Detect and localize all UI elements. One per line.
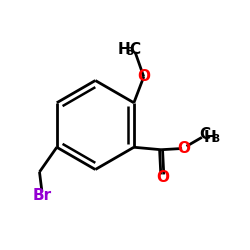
Text: O: O	[177, 141, 190, 156]
Text: H: H	[118, 42, 130, 56]
Text: Br: Br	[32, 188, 52, 203]
Text: C: C	[199, 128, 210, 142]
Text: 3: 3	[212, 134, 219, 144]
Text: 3: 3	[126, 47, 133, 57]
Text: C: C	[130, 42, 141, 56]
Text: H: H	[204, 130, 216, 145]
Text: O: O	[137, 69, 150, 84]
Text: O: O	[156, 170, 169, 186]
